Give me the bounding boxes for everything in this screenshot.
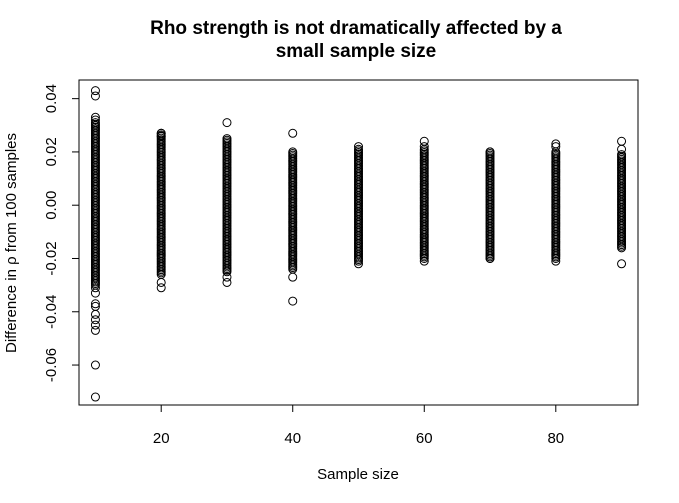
data-point	[90, 283, 100, 293]
data-point	[90, 360, 100, 370]
data-point	[485, 147, 495, 157]
x-tick-label: 20	[153, 430, 170, 447]
data-point	[617, 259, 627, 269]
data-point	[354, 144, 363, 154]
data-point	[90, 115, 100, 125]
data-point	[288, 128, 298, 138]
x-tick-label: 80	[547, 430, 564, 447]
data-point	[90, 86, 100, 96]
data-point	[90, 288, 100, 298]
data-point	[90, 118, 100, 128]
data-point	[419, 142, 429, 152]
y-tick-label: 0.02	[43, 137, 60, 166]
data-point	[354, 259, 363, 269]
x-tick-label: 40	[284, 430, 301, 447]
y-tick-label: 0.00	[43, 191, 60, 220]
y-tick-label: -0.02	[43, 241, 60, 275]
data-point	[222, 277, 232, 287]
data-point	[222, 134, 232, 144]
data-point	[485, 253, 495, 263]
data-point	[156, 283, 166, 293]
data-point	[617, 150, 627, 160]
data-point	[617, 136, 627, 146]
data-point	[156, 277, 166, 287]
data-point	[288, 296, 298, 306]
y-tick-label: 0.04	[43, 84, 60, 113]
y-axis-label: Difference in ρ from 100 samples	[3, 133, 20, 353]
data-point	[90, 320, 100, 330]
y-tick-label: -0.04	[43, 295, 60, 329]
data-point	[419, 136, 429, 146]
data-point	[90, 309, 100, 319]
data-point	[90, 315, 100, 325]
data-point	[90, 91, 100, 101]
y-tick-label: -0.06	[43, 348, 60, 382]
data-point	[288, 147, 298, 157]
data-point	[90, 392, 100, 402]
data-point	[222, 118, 232, 128]
data-point	[156, 131, 166, 141]
x-tick-label: 60	[416, 430, 433, 447]
data-point	[551, 142, 561, 152]
data-point	[617, 144, 627, 154]
data-point	[222, 272, 232, 282]
data-point	[551, 256, 561, 266]
y-axis: -0.06 -0.04 -0.02 0.00 0.02 0.04	[43, 84, 80, 382]
data-point	[90, 112, 100, 122]
data-point	[288, 272, 298, 282]
x-axis-label: Sample size	[317, 466, 399, 483]
data-point	[90, 299, 100, 309]
data-point	[419, 256, 429, 266]
chart-title-line-2: small sample size	[276, 41, 437, 62]
data-point	[90, 325, 100, 335]
data-point	[156, 128, 166, 138]
data-point	[551, 139, 561, 149]
x-axis: 20 40 60 80	[153, 404, 564, 447]
data-points	[90, 86, 627, 402]
chart-title-line-1: Rho strength is not dramatically affecte…	[150, 18, 562, 39]
data-point	[354, 142, 363, 152]
